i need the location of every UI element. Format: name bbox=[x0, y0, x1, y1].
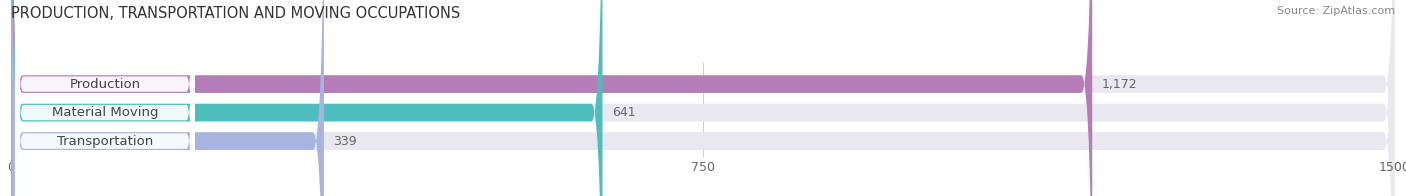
FancyBboxPatch shape bbox=[15, 0, 195, 196]
FancyBboxPatch shape bbox=[11, 0, 1395, 196]
FancyBboxPatch shape bbox=[11, 0, 1395, 196]
FancyBboxPatch shape bbox=[11, 0, 1395, 196]
Text: 1,172: 1,172 bbox=[1101, 78, 1137, 91]
Text: Material Moving: Material Moving bbox=[52, 106, 157, 119]
FancyBboxPatch shape bbox=[11, 0, 323, 196]
Text: Production: Production bbox=[69, 78, 141, 91]
Text: 339: 339 bbox=[333, 135, 357, 148]
FancyBboxPatch shape bbox=[11, 0, 602, 196]
Text: PRODUCTION, TRANSPORTATION AND MOVING OCCUPATIONS: PRODUCTION, TRANSPORTATION AND MOVING OC… bbox=[11, 6, 461, 21]
FancyBboxPatch shape bbox=[15, 0, 195, 196]
Text: Transportation: Transportation bbox=[56, 135, 153, 148]
FancyBboxPatch shape bbox=[15, 0, 195, 196]
Text: 641: 641 bbox=[612, 106, 636, 119]
Text: Source: ZipAtlas.com: Source: ZipAtlas.com bbox=[1277, 6, 1395, 16]
FancyBboxPatch shape bbox=[11, 0, 1092, 196]
